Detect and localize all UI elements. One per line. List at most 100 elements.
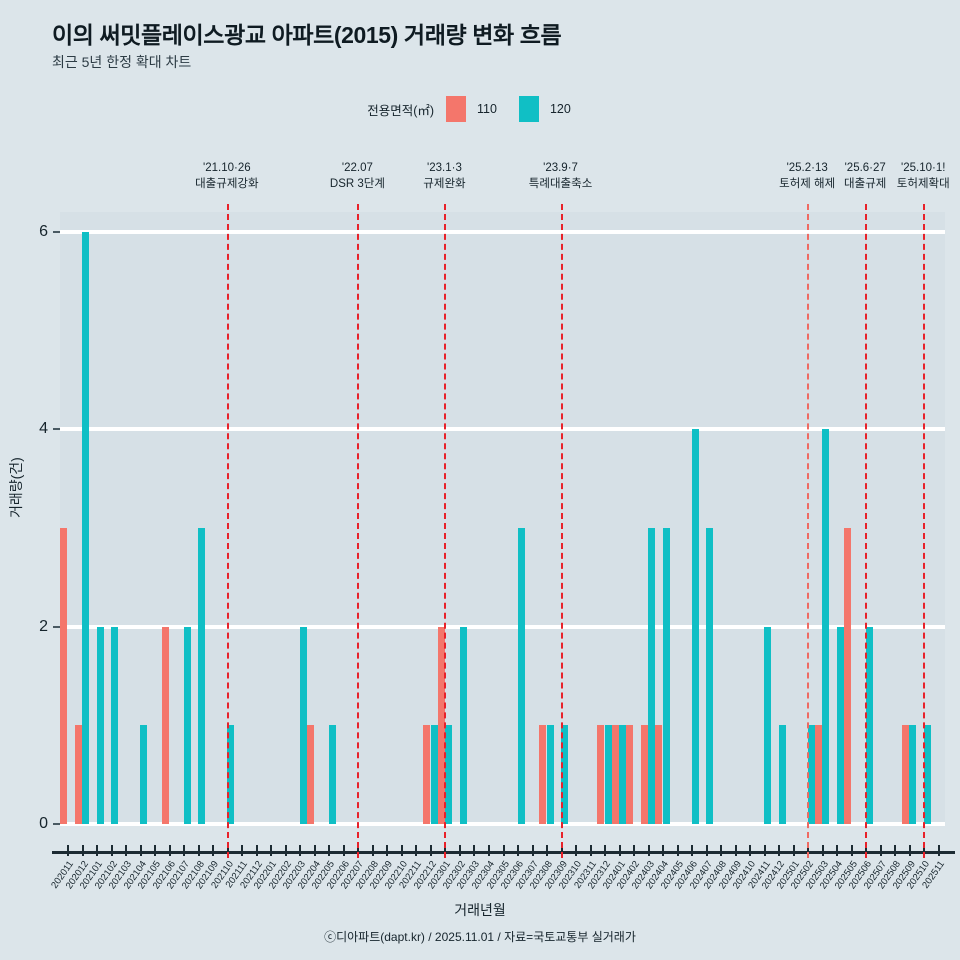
y-tick [53,625,60,628]
event-date: '23.1·3 [427,162,462,174]
bar[interactable] [111,626,119,824]
x-tick [110,845,113,856]
bar[interactable] [423,725,431,824]
event-label: '21.10·26 대출규제강화 [195,160,258,192]
x-tick [618,845,621,856]
bar[interactable] [60,527,68,824]
x-tick [67,845,70,856]
bar[interactable] [778,725,786,824]
y-tick-label: 6 [39,222,48,240]
legend-item-110[interactable]: 110 [446,96,497,122]
bar[interactable] [706,527,714,824]
bar[interactable] [597,725,605,824]
x-tick [502,845,505,856]
bar[interactable] [648,527,656,824]
x-tick [139,845,142,856]
bar[interactable] [626,725,634,824]
bar[interactable] [865,626,873,824]
gridline [60,427,945,432]
bar[interactable] [691,429,699,824]
x-tick [531,845,534,856]
x-tick [908,845,911,856]
legend-label-120: 120 [549,102,571,116]
x-tick [241,845,244,856]
bar[interactable] [539,725,547,824]
bar[interactable] [807,725,815,824]
event-date: '25.6·27 [844,162,886,174]
legend-swatch-110 [446,96,467,122]
bar[interactable] [517,527,525,824]
bar[interactable] [328,725,336,824]
event-line [560,204,563,858]
x-tick [212,845,215,856]
gridline [60,229,945,234]
y-tick [53,823,60,825]
event-label: '25.2·13 토허제 해제 [779,160,835,192]
bar[interactable] [843,527,851,824]
x-tick [81,845,84,856]
bar[interactable] [604,725,612,824]
gridline [60,822,945,826]
bar[interactable] [909,725,917,824]
bar[interactable] [307,725,315,824]
bar[interactable] [227,725,235,824]
bar[interactable] [923,725,931,824]
x-tick [168,845,171,856]
bar[interactable] [640,725,648,824]
x-tick [517,845,519,856]
page-title: 이의 써밋플레이스광교 아파트(2015) 거래량 변화 흐름 [52,22,562,48]
bar[interactable] [183,626,191,824]
event-line [865,204,868,858]
x-tick [487,845,490,856]
bar[interactable] [459,626,467,824]
x-tick [458,845,461,856]
y-tick-label: 4 [39,420,48,438]
x-tick [125,845,128,856]
x-tick [270,845,273,856]
event-label: '25.10·1! 토허제확대 [897,160,950,192]
bar[interactable] [198,527,206,824]
bar[interactable] [546,725,554,824]
x-tick [749,845,752,856]
event-date: '23.9·7 [543,162,578,174]
bar[interactable] [822,429,830,824]
x-tick [400,845,403,856]
bar[interactable] [74,725,82,824]
event-line [444,204,447,858]
bar[interactable] [836,626,844,824]
event-label: '22.07 DSR 3단계 [330,160,385,192]
event-label: '25.6·27 대출규제 [844,160,886,192]
bar[interactable] [611,725,619,824]
bar[interactable] [561,725,569,824]
bar[interactable] [814,725,822,824]
x-tick [792,845,795,856]
x-tick [386,845,389,856]
bar[interactable] [140,725,148,824]
bar[interactable] [437,626,445,824]
bar[interactable] [764,626,772,824]
bar[interactable] [619,725,627,824]
bar[interactable] [161,626,169,824]
legend-item-120[interactable]: 120 [518,96,571,122]
x-tick [850,845,853,856]
plot-area [60,212,945,826]
event-text: 대출규제 [844,178,887,190]
bar[interactable] [655,725,663,824]
bar[interactable] [299,626,307,824]
bar[interactable] [82,231,90,824]
legend-title: 전용면적(㎡) [367,103,435,118]
event-date: '25.10·1! [901,162,946,174]
y-tick-label: 2 [39,617,48,635]
bar[interactable] [96,626,104,824]
bar[interactable] [445,725,452,824]
x-tick [879,845,882,856]
x-tick [720,845,723,856]
x-tick [778,845,781,856]
event-line [807,204,810,858]
bar[interactable] [430,725,438,824]
event-date: '22.07 [341,162,373,174]
bar[interactable] [901,725,909,824]
x-tick [937,845,940,856]
bar[interactable] [662,527,670,824]
